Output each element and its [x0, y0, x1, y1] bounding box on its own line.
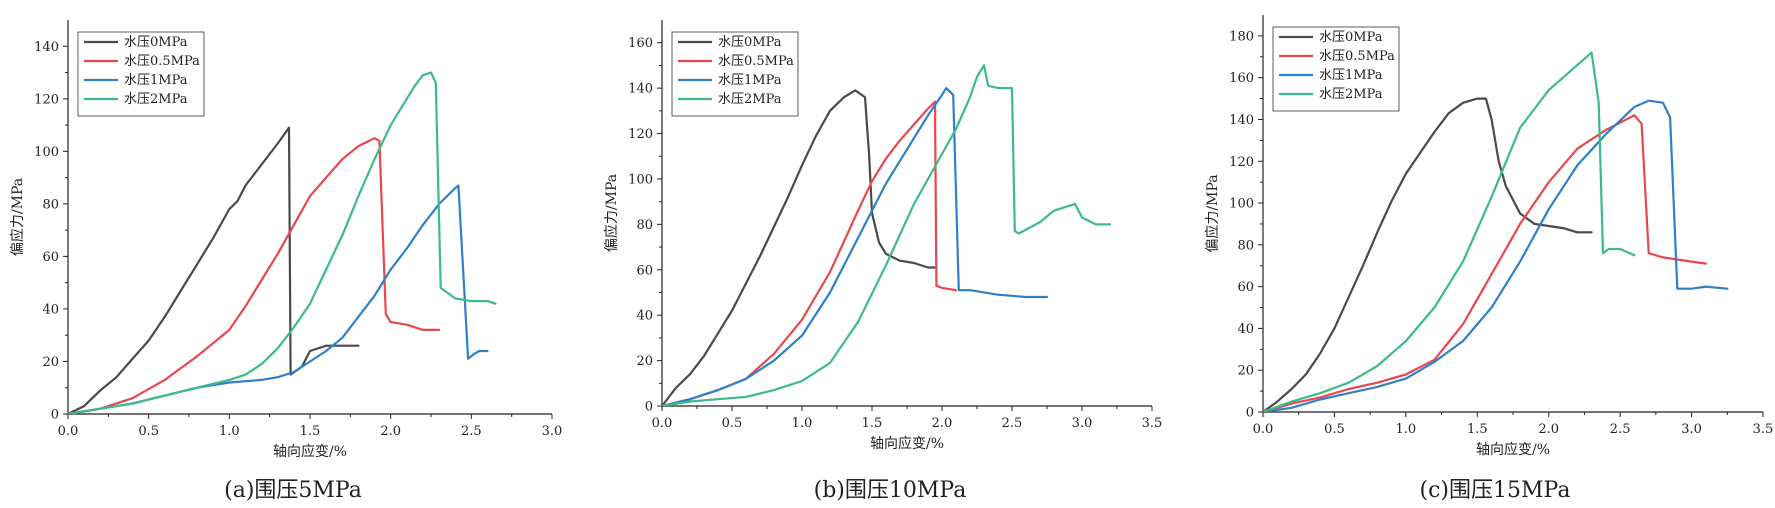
series-line-3 [1263, 99, 1729, 412]
legend-box [671, 31, 799, 117]
series-line-2 [68, 137, 441, 414]
x-tick-label: 1.0 [219, 424, 240, 439]
legend-box [1272, 26, 1400, 112]
x-tick-label: 3.5 [1142, 416, 1163, 431]
legend-box [77, 31, 205, 117]
series-group [1263, 51, 1729, 412]
x-tick-label: 3.0 [542, 424, 563, 439]
y-axis-title: 偏应力/MPa [9, 178, 26, 256]
series-group [662, 64, 1112, 406]
chart-panel-2: 0.0 0.5 1.0 1.5 2.0 2.5 3.0 3.5 0 20 40 60 80 100 120 1… [603, 20, 1162, 503]
y-tick-label: 0 [645, 400, 653, 415]
series-group [68, 71, 497, 414]
series-line-4 [68, 71, 497, 414]
series-line-1 [68, 126, 360, 414]
y-tick-label: 40 [1237, 322, 1254, 337]
y-tick-label: 160 [1229, 71, 1254, 86]
y-tick-label: 140 [34, 40, 59, 55]
legend-label-4: 水压2MPa [124, 92, 188, 107]
x-tick-label: 1.0 [1396, 422, 1417, 437]
legend-label-1: 水压0MPa [1319, 30, 1383, 45]
series-line-2 [1263, 114, 1708, 412]
series-line-2 [662, 100, 958, 406]
x-tick-label: 1.5 [1467, 422, 1488, 437]
legend-label-2: 水压0.5MPa [1319, 49, 1395, 64]
series-line-3 [68, 184, 489, 414]
x-tick-label: 0.0 [1253, 422, 1274, 437]
x-tick-label: 2.0 [380, 424, 401, 439]
x-tick-label: 0.5 [138, 424, 159, 439]
legend-label-1: 水压0MPa [718, 35, 782, 50]
x-tick-label: 0.0 [58, 424, 79, 439]
y-axis-title: 偏应力/MPa [1204, 174, 1221, 252]
legend-label-1: 水压0MPa [124, 35, 188, 50]
panel-caption: (b)围压10MPa [814, 478, 967, 503]
series-line-1 [662, 89, 937, 406]
y-axis-title: 偏应力/MPa [603, 174, 620, 252]
x-tick-label: 2.5 [461, 424, 482, 439]
series-line-1 [1263, 97, 1593, 412]
y-tick-label: 40 [42, 302, 59, 317]
y-tick-label: 0 [1246, 406, 1254, 421]
x-axis-title: 轴向应变/% [1476, 441, 1550, 458]
legend-label-4: 水压2MPa [718, 92, 782, 107]
x-tick-label: 0.5 [722, 416, 743, 431]
x-tick-label: 2.0 [1538, 422, 1559, 437]
y-tick-label: 20 [42, 355, 59, 370]
panel-caption: (a)围压5MPa [224, 478, 362, 503]
x-axis-title: 轴向应变/% [273, 443, 347, 460]
x-tick-label: 3.0 [1072, 416, 1093, 431]
legend-label-3: 水压1MPa [718, 73, 782, 88]
x-tick-label: 2.0 [932, 416, 953, 431]
x-tick-label: 2.5 [1610, 422, 1631, 437]
legend-label-2: 水压0.5MPa [718, 54, 794, 69]
y-tick-label: 20 [1237, 364, 1254, 379]
y-tick-label: 160 [628, 36, 653, 51]
y-tick-label: 100 [34, 145, 59, 160]
x-axis-title: 轴向应变/% [870, 435, 944, 452]
y-tick-label: 80 [1237, 238, 1254, 253]
chart-panel-1: 0.0 0.5 1.0 1.5 2.0 2.5 3.0 0 20 40 60 80 100 120 140 轴… [9, 20, 562, 503]
y-tick-label: 120 [1229, 155, 1254, 170]
x-tick-label: 1.5 [862, 416, 883, 431]
x-tick-label: 0.0 [652, 416, 673, 431]
y-tick-label: 140 [1229, 113, 1254, 128]
y-tick-label: 120 [628, 127, 653, 142]
y-tick-label: 140 [628, 82, 653, 97]
y-tick-label: 120 [34, 92, 59, 107]
chart-panel-3: 0.0 0.5 1.0 1.5 2.0 2.5 3.0 3.5 0 20 40 60 80 100 120 1… [1204, 15, 1773, 503]
y-tick-label: 180 [1229, 29, 1254, 44]
x-tick-label: 3.5 [1753, 422, 1774, 437]
y-tick-label: 80 [42, 197, 59, 212]
y-tick-label: 20 [636, 354, 653, 369]
legend-label-4: 水压2MPa [1319, 87, 1383, 102]
x-tick-label: 1.5 [300, 424, 321, 439]
y-tick-label: 40 [636, 309, 653, 324]
x-tick-label: 2.5 [1002, 416, 1023, 431]
y-tick-label: 100 [628, 172, 653, 187]
legend-label-3: 水压1MPa [1319, 68, 1383, 83]
x-tick-label: 0.5 [1324, 422, 1345, 437]
legend-label-3: 水压1MPa [124, 73, 188, 88]
panel-caption: (c)围压15MPa [1420, 478, 1571, 503]
y-tick-label: 0 [51, 408, 59, 423]
series-line-4 [662, 64, 1112, 406]
y-tick-label: 100 [1229, 197, 1254, 212]
y-tick-label: 80 [636, 218, 653, 233]
y-tick-label: 60 [636, 263, 653, 278]
x-tick-label: 3.0 [1681, 422, 1702, 437]
y-tick-label: 60 [42, 250, 59, 265]
y-tick-label: 60 [1237, 280, 1254, 295]
legend-label-2: 水压0.5MPa [124, 54, 200, 69]
series-line-4 [1263, 51, 1636, 412]
series-line-3 [662, 86, 1049, 406]
x-tick-label: 1.0 [792, 416, 813, 431]
